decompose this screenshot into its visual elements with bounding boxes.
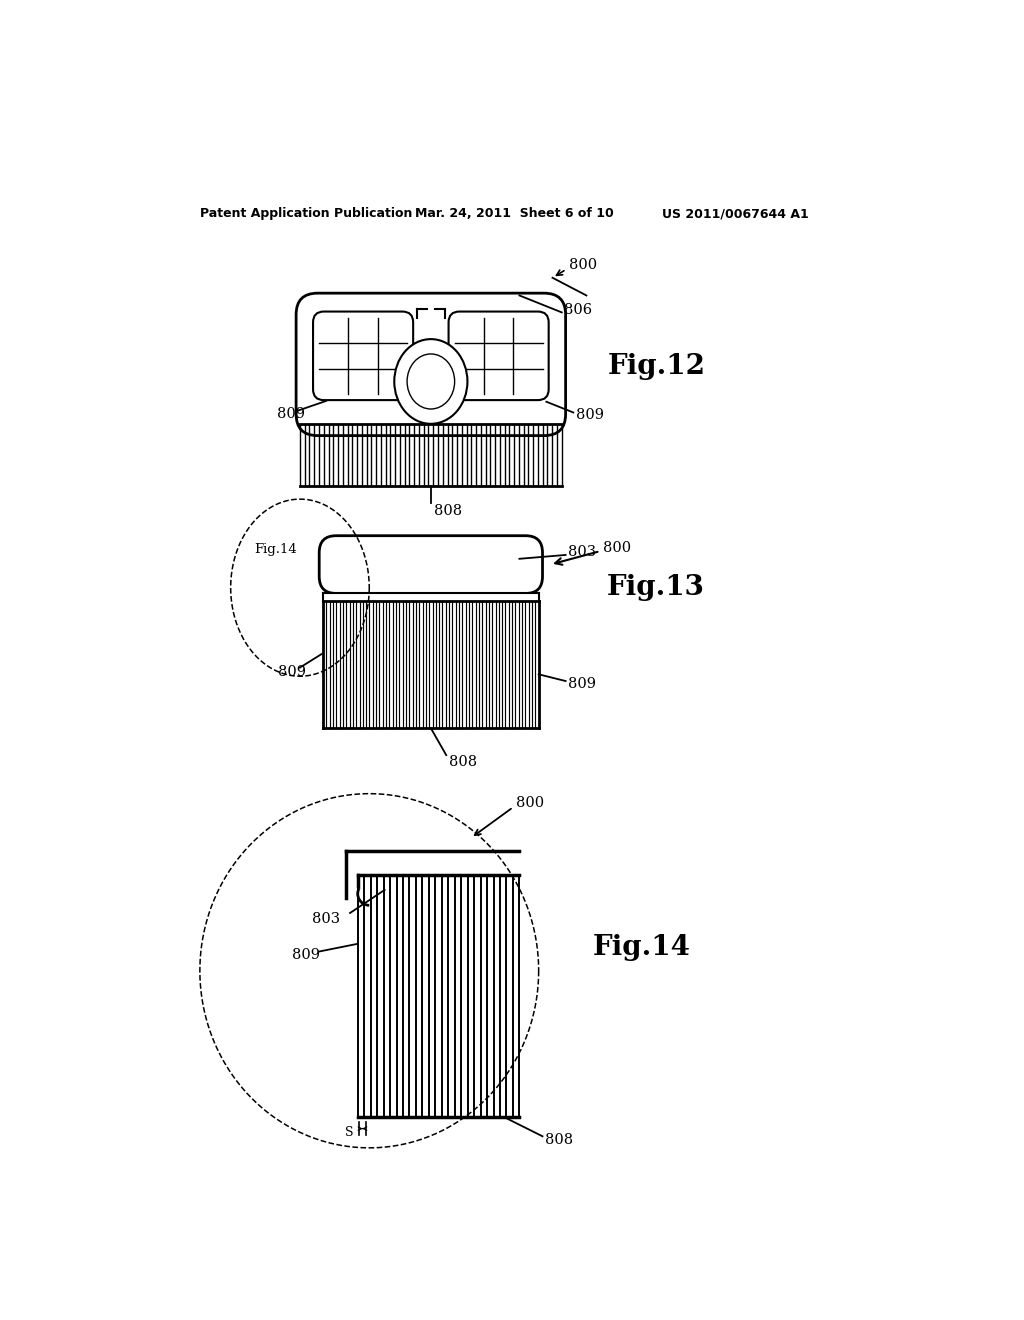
Text: 800: 800 <box>569 257 598 272</box>
Text: S: S <box>345 1126 354 1139</box>
Text: Fig.14: Fig.14 <box>593 935 690 961</box>
Text: Fig.12: Fig.12 <box>608 352 706 380</box>
Text: 808: 808 <box>545 1133 573 1147</box>
FancyBboxPatch shape <box>296 293 565 436</box>
Bar <box>323 594 539 601</box>
FancyBboxPatch shape <box>313 312 413 400</box>
FancyBboxPatch shape <box>319 536 543 594</box>
FancyBboxPatch shape <box>449 312 549 400</box>
Text: 809: 809 <box>568 677 596 690</box>
Text: 803: 803 <box>311 912 340 927</box>
Text: 808: 808 <box>434 504 462 517</box>
Text: 809: 809 <box>276 407 305 421</box>
Text: Patent Application Publication: Patent Application Publication <box>200 207 413 220</box>
Text: 800: 800 <box>515 796 544 809</box>
Text: 809: 809 <box>292 948 321 961</box>
Text: 800: 800 <box>603 541 632 554</box>
Text: 809: 809 <box>575 408 603 422</box>
Ellipse shape <box>394 339 467 424</box>
Text: US 2011/0067644 A1: US 2011/0067644 A1 <box>662 207 809 220</box>
Text: 803: 803 <box>568 545 596 558</box>
Text: 808: 808 <box>449 755 477 770</box>
Text: 809: 809 <box>279 664 306 678</box>
Text: Mar. 24, 2011  Sheet 6 of 10: Mar. 24, 2011 Sheet 6 of 10 <box>416 207 614 220</box>
Text: Fig.13: Fig.13 <box>606 574 705 601</box>
Ellipse shape <box>408 354 455 409</box>
Text: 806: 806 <box>564 304 592 317</box>
Text: Fig.14: Fig.14 <box>254 543 297 556</box>
